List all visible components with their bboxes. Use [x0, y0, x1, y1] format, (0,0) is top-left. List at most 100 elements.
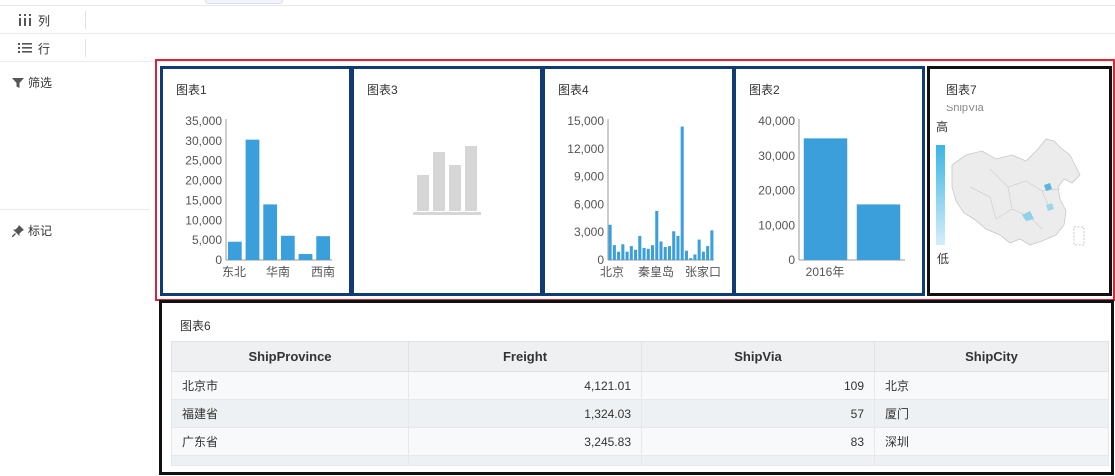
- top-strip: [0, 0, 1115, 6]
- chart-card-7[interactable]: 图表7 ShipVia 高 低: [927, 66, 1112, 296]
- y-tick-label: 0: [215, 253, 222, 267]
- columns-label: 列: [38, 13, 51, 28]
- bar[interactable]: [655, 210, 659, 260]
- bar[interactable]: [701, 251, 705, 260]
- bar-chart-2[interactable]: 40,000 30,000 20,000 10,000 0 2016年: [736, 69, 922, 293]
- y-tick-label: 40,000: [758, 114, 795, 128]
- bar[interactable]: [612, 245, 616, 260]
- bar[interactable]: [676, 235, 680, 260]
- table-row[interactable]: 广东省 3,245.83 83 深圳: [171, 427, 1109, 456]
- chart-title: 图表3: [367, 83, 398, 97]
- marks-section[interactable]: 标记: [12, 222, 52, 239]
- y-tick-label: 0: [597, 253, 604, 267]
- columns-shelf-label: 列: [18, 12, 50, 28]
- y-tick-label: 15,000: [567, 114, 604, 128]
- filter-icon: [12, 77, 24, 88]
- bar[interactable]: [634, 249, 638, 260]
- bar[interactable]: [280, 235, 295, 260]
- x-tick-label: 秦皇岛: [638, 264, 674, 279]
- china-map-shape[interactable]: [951, 138, 1081, 246]
- bar[interactable]: [227, 241, 242, 260]
- cell-shipvia: 57: [641, 399, 875, 428]
- bar[interactable]: [298, 254, 313, 260]
- china-map[interactable]: ShipVia 高 低: [930, 69, 1109, 293]
- bar[interactable]: [629, 246, 633, 260]
- left-panel: 筛选 标记: [0, 62, 150, 476]
- table-title: 图表6: [180, 319, 211, 333]
- x-tick-label: 西南: [311, 264, 335, 279]
- chart-card-2[interactable]: 图表2 40,000 30,000 20,000 10,000 0 2016年: [733, 66, 925, 296]
- column-header-shipprovince[interactable]: ShipProvince: [171, 341, 409, 372]
- bar-chart-1[interactable]: 35,000 30,000 25,000 20,000 15,000 10,000 5,00…: [163, 69, 349, 293]
- cell-shipcity: 深圳: [874, 427, 1109, 456]
- bar[interactable]: [263, 204, 278, 260]
- table-row-partial[interactable]: [171, 455, 1109, 466]
- x-tick-label: 2016年: [806, 265, 845, 279]
- rows-shelf[interactable]: 行: [0, 34, 1115, 62]
- bar[interactable]: [803, 138, 848, 260]
- y-tick-label: 30,000: [758, 149, 795, 163]
- bar[interactable]: [672, 231, 676, 260]
- chart-title: 图表4: [558, 83, 589, 97]
- bar[interactable]: [659, 241, 663, 260]
- bar[interactable]: [245, 139, 260, 260]
- cell-shipprovince: 福建省: [171, 399, 409, 428]
- highlight-region: [1022, 211, 1034, 221]
- chart-card-4[interactable]: 图表4 15,000 12,000 9,000 6,000 3,000 0 北京 秦皇岛 张家口: [542, 66, 735, 296]
- legend-gradient: [936, 145, 945, 245]
- y-tick-label: 5,000: [192, 233, 222, 247]
- bar[interactable]: [316, 236, 331, 260]
- province-borders: [969, 168, 1061, 230]
- bar[interactable]: [693, 254, 697, 260]
- chart-card-1[interactable]: 图表1 35,000 30,000 25,000 20,000 15,000 10,000…: [160, 66, 352, 296]
- bar[interactable]: [646, 248, 650, 260]
- y-tick-label: 3,000: [574, 225, 604, 239]
- bar[interactable]: [608, 224, 612, 260]
- empty-chart-placeholder-icon: [413, 146, 481, 215]
- rows-icon: [18, 43, 32, 53]
- chart-card-3[interactable]: 图表3: [351, 66, 543, 296]
- table-row[interactable]: 北京市 4,121.01 109 北京: [171, 371, 1109, 400]
- placeholder-baseline: [413, 212, 481, 215]
- table-row[interactable]: 福建省 1,324.03 57 厦门: [171, 399, 1109, 428]
- y-tick-label: 6,000: [574, 197, 604, 211]
- table-card-6[interactable]: 图表6 ShipProvince Freight ShipVia ShipCit…: [159, 300, 1114, 475]
- columns-shelf[interactable]: 列: [0, 6, 1115, 34]
- bar[interactable]: [684, 250, 688, 260]
- pin-icon: [12, 224, 24, 237]
- cell-shipprovince: 广东省: [171, 427, 409, 456]
- bar[interactable]: [625, 251, 629, 260]
- highlight-region: [1044, 183, 1052, 191]
- marks-label: 标记: [28, 224, 53, 238]
- y-tick-label: 10,000: [758, 218, 795, 232]
- y-tick-label: 10,000: [185, 213, 222, 227]
- placeholder-bar: [433, 152, 445, 211]
- bar[interactable]: [642, 247, 646, 260]
- left-divider: [0, 209, 150, 210]
- bar-chart-4[interactable]: 15,000 12,000 9,000 6,000 3,000 0北京 秦皇岛 张家口: [545, 69, 732, 293]
- bar[interactable]: [663, 247, 667, 260]
- data-table[interactable]: ShipProvince Freight ShipVia ShipCity 北京…: [171, 341, 1109, 466]
- bar[interactable]: [689, 258, 693, 260]
- bar[interactable]: [856, 204, 901, 260]
- bar[interactable]: [650, 245, 655, 260]
- bar[interactable]: [680, 126, 684, 260]
- cell-empty: [171, 455, 409, 466]
- column-header-freight[interactable]: Freight: [408, 341, 642, 372]
- active-tab-hint[interactable]: [205, 0, 283, 4]
- bar[interactable]: [638, 235, 642, 260]
- column-header-shipcity[interactable]: ShipCity: [874, 341, 1109, 372]
- bar[interactable]: [617, 251, 621, 260]
- bar[interactable]: [667, 246, 672, 260]
- y-tick-label: 9,000: [574, 170, 604, 184]
- filter-section[interactable]: 筛选: [12, 74, 52, 91]
- bar[interactable]: [706, 246, 710, 260]
- y-tick-label: 0: [788, 253, 795, 267]
- cell-shipvia: 109: [641, 371, 875, 400]
- column-header-shipvia[interactable]: ShipVia: [641, 341, 875, 372]
- bar[interactable]: [621, 244, 625, 260]
- cell-empty: [408, 455, 642, 466]
- bar[interactable]: [710, 230, 714, 260]
- shelf-divider: [85, 39, 86, 57]
- bar[interactable]: [697, 239, 701, 260]
